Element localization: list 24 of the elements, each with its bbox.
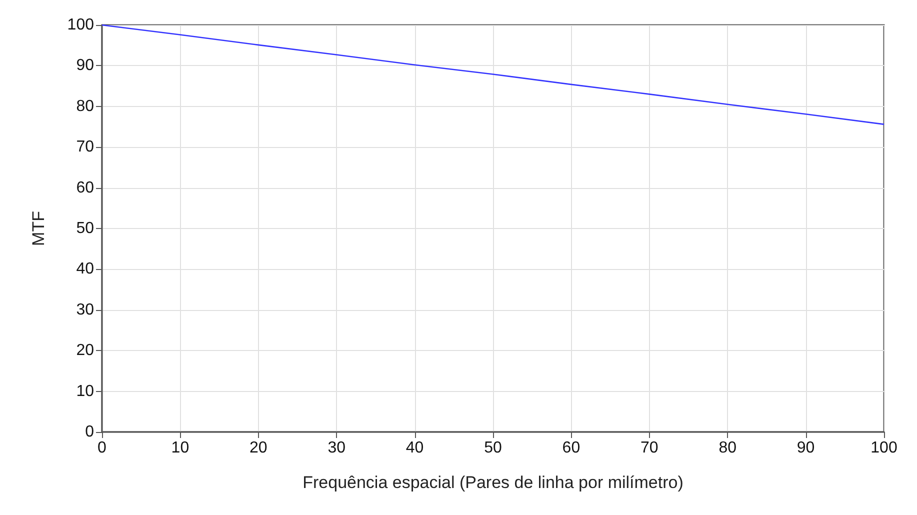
x-tick-label: 80 xyxy=(718,440,737,456)
x-tick-label: 10 xyxy=(171,440,190,456)
y-tick-label: 60 xyxy=(76,179,94,196)
y-tick-label: 80 xyxy=(76,98,94,115)
y-tick-label: 40 xyxy=(76,260,94,278)
x-tick-label: 30 xyxy=(328,440,346,456)
y-axis-title: MTF xyxy=(29,211,48,246)
x-tick-label: 100 xyxy=(870,440,898,456)
x-tick-label: 20 xyxy=(250,440,268,456)
x-tick-label: 70 xyxy=(640,440,658,456)
x-tick-label: 90 xyxy=(796,440,815,456)
x-tick-label: 50 xyxy=(484,440,502,456)
x-axis-title: Frequência espacial (Pares de linha por milímetro) xyxy=(302,473,684,492)
x-tick-label: 60 xyxy=(562,440,580,456)
y-tick-label: 90 xyxy=(76,57,94,74)
y-tick-label: 20 xyxy=(76,342,94,360)
x-tick-label: 40 xyxy=(406,440,424,456)
y-tick-label: 50 xyxy=(76,220,94,237)
x-tick-label: 0 xyxy=(98,440,107,456)
y-tick-label: 10 xyxy=(76,382,94,400)
y-tick-label: 0 xyxy=(85,424,94,440)
y-tick-label: 30 xyxy=(76,301,94,318)
y-tick-label: 100 xyxy=(67,16,94,34)
y-tick-label: 70 xyxy=(76,138,94,156)
